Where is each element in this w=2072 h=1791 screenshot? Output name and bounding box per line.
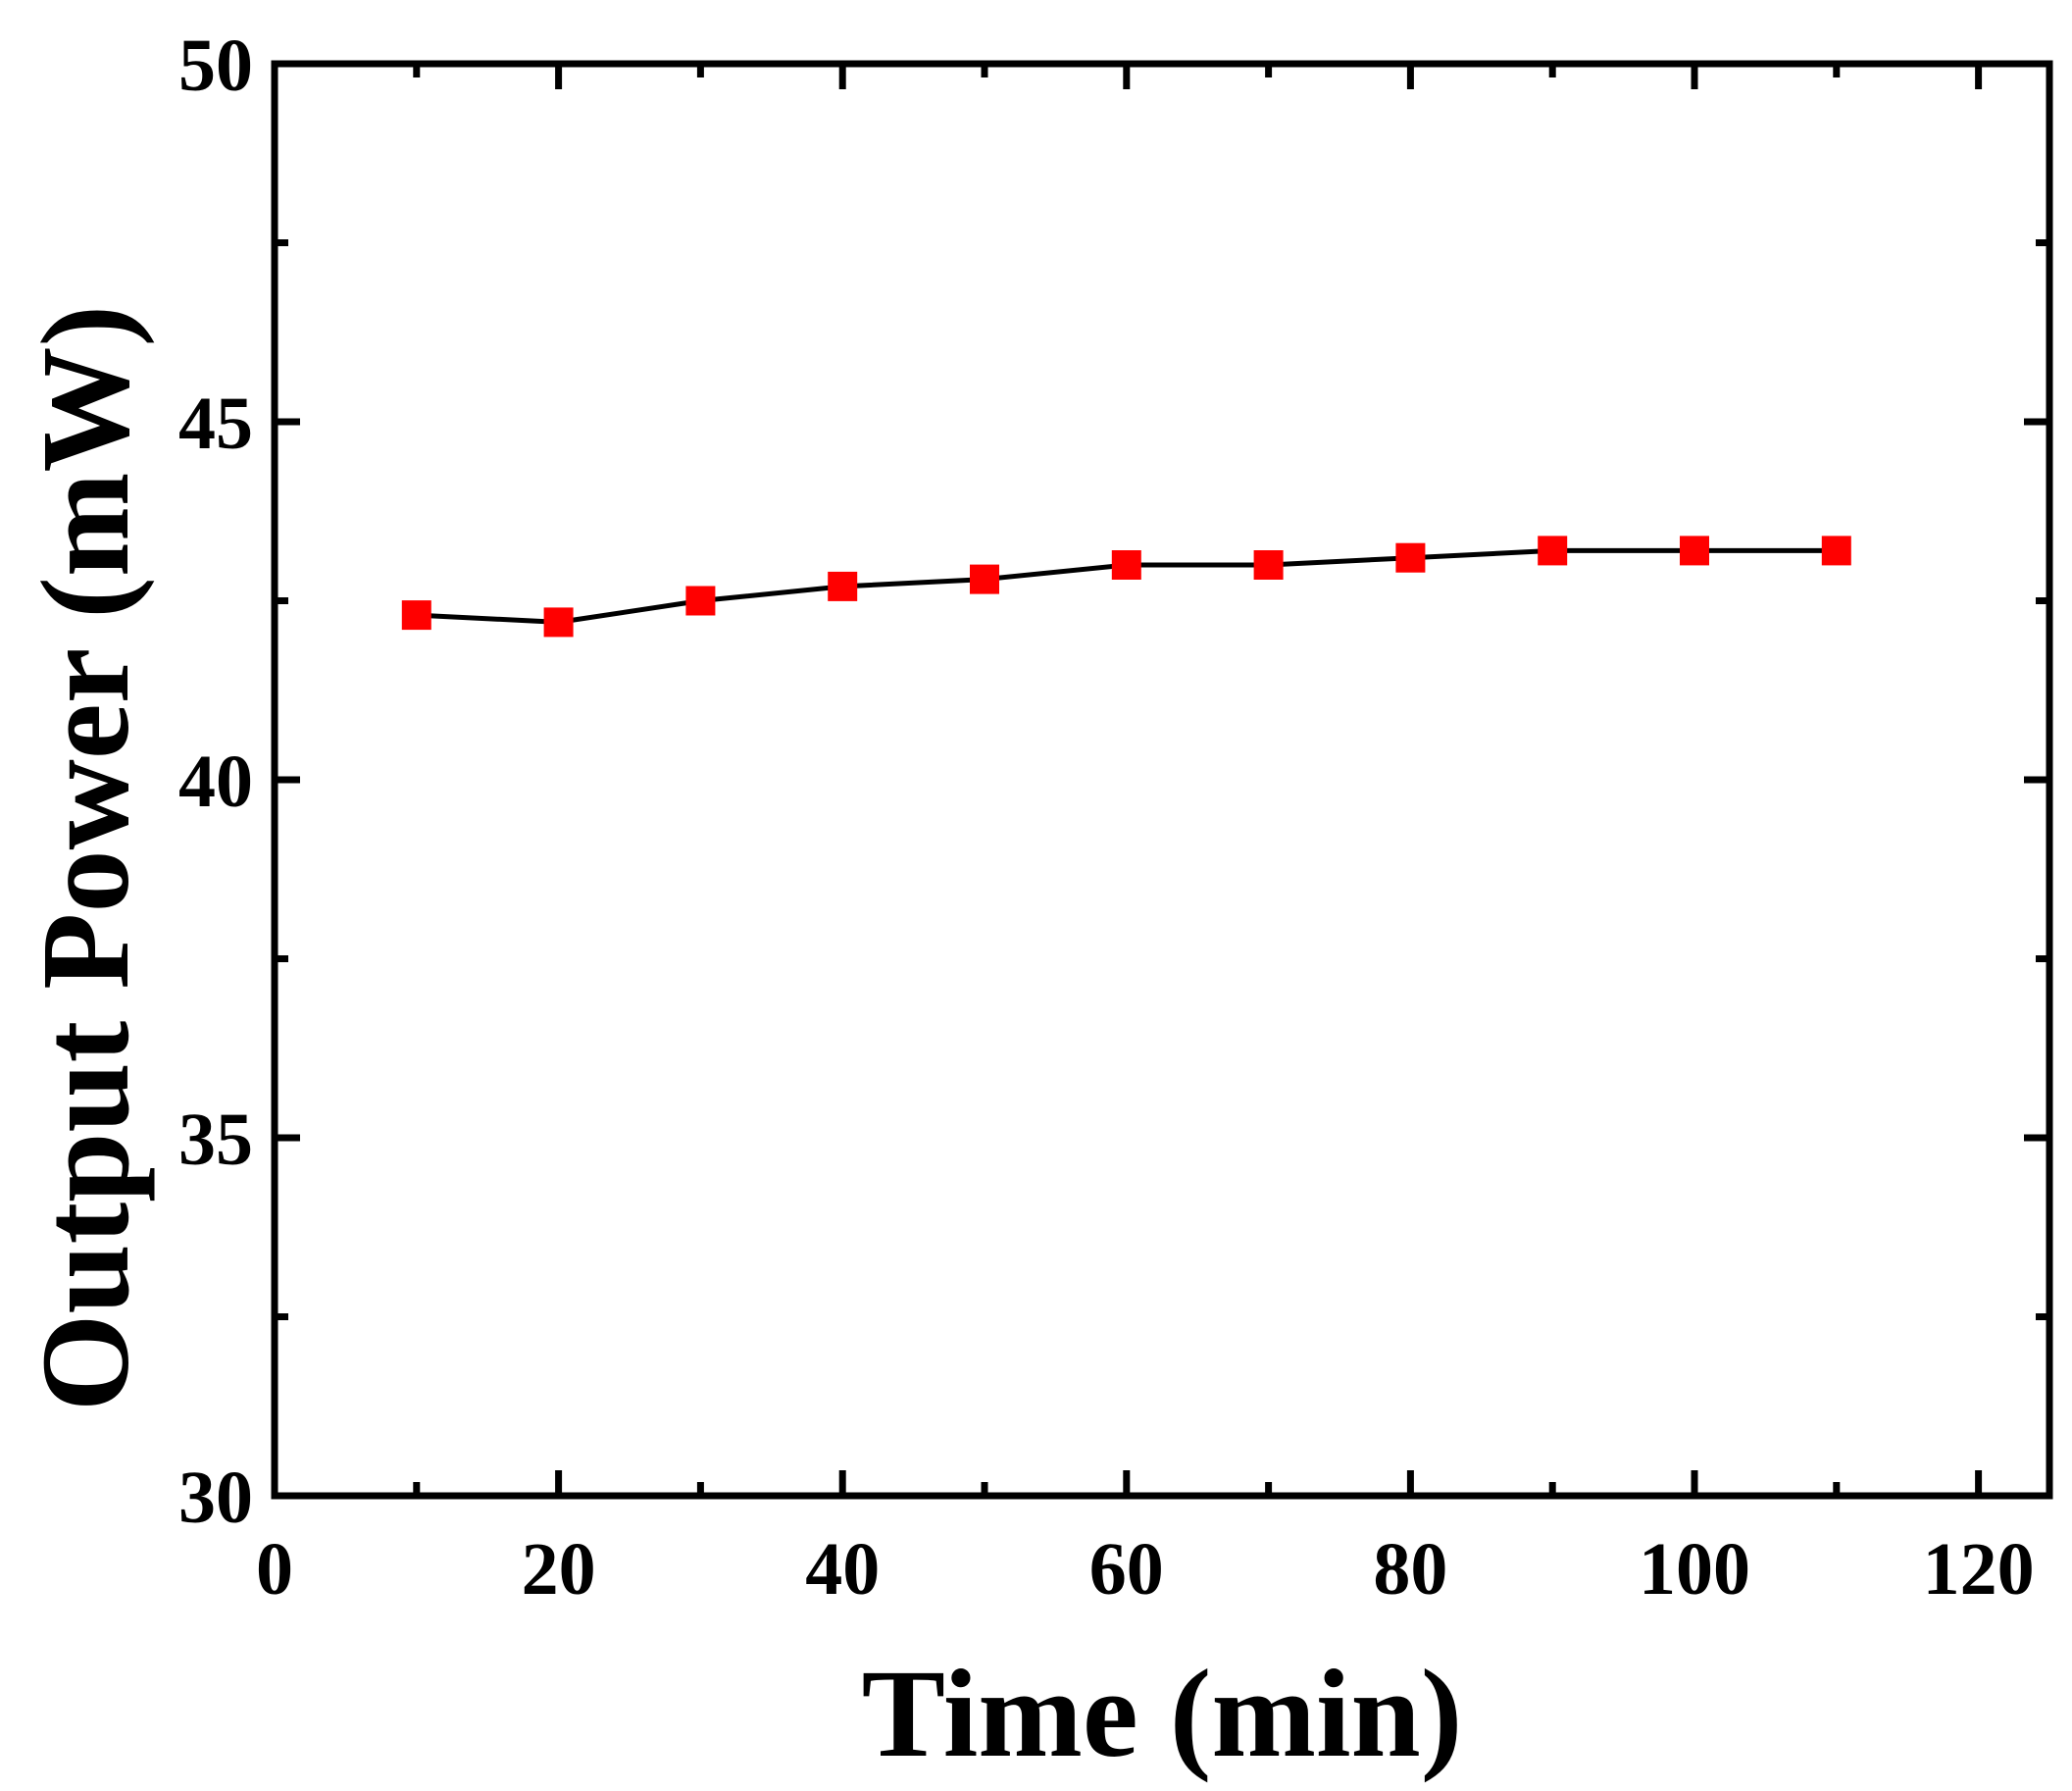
data-point-marker xyxy=(401,600,431,631)
x-tick-label: 80 xyxy=(1373,1528,1447,1611)
y-tick-label: 50 xyxy=(178,25,253,107)
x-tick-label: 120 xyxy=(1923,1528,2035,1611)
y-tick-label: 45 xyxy=(178,383,253,465)
data-point-marker xyxy=(1821,536,1851,566)
y-tick-label: 40 xyxy=(178,741,253,823)
y-axis-title: Output Power (mW) xyxy=(16,305,155,1411)
x-axis-title: Time (min) xyxy=(862,1644,1463,1783)
x-tick-label: 60 xyxy=(1089,1528,1164,1611)
data-point-marker xyxy=(1253,550,1284,580)
data-point-marker xyxy=(685,586,716,616)
data-point-marker xyxy=(1538,536,1568,566)
y-tick-label: 35 xyxy=(178,1099,253,1181)
data-point-marker xyxy=(1680,536,1709,566)
plot-frame xyxy=(271,60,2053,1500)
data-point-marker xyxy=(543,607,574,638)
data-point-marker xyxy=(970,564,999,594)
x-tick-label: 40 xyxy=(805,1528,880,1611)
axis-ticks xyxy=(271,60,2049,1500)
x-tick-label: 20 xyxy=(522,1528,596,1611)
data-point-marker xyxy=(1395,542,1426,573)
data-point-marker xyxy=(828,571,858,601)
data-markers xyxy=(401,536,1851,638)
y-tick-label: 30 xyxy=(178,1457,253,1539)
x-tick-labels: 0 20 40 60 80 100 120 xyxy=(256,1528,2035,1611)
y-tick-labels: 30 35 40 45 50 xyxy=(178,25,253,1539)
x-tick-label: 100 xyxy=(1639,1528,1750,1611)
data-point-marker xyxy=(1111,550,1141,580)
x-tick-label: 0 xyxy=(256,1528,293,1611)
